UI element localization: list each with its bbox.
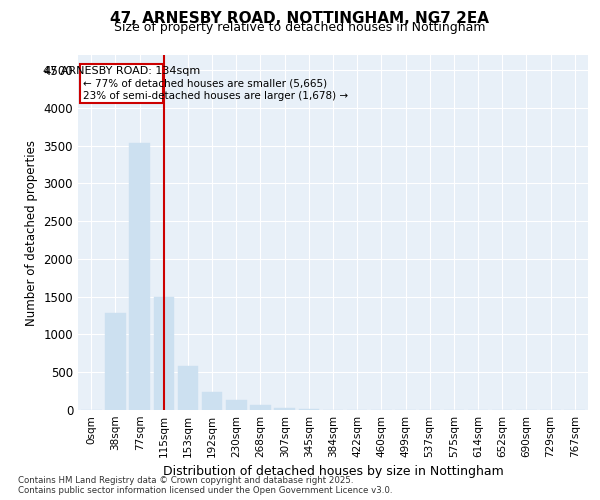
Bar <box>274 408 295 410</box>
Text: 47, ARNESBY ROAD, NOTTINGHAM, NG7 2EA: 47, ARNESBY ROAD, NOTTINGHAM, NG7 2EA <box>110 11 490 26</box>
Bar <box>130 144 150 410</box>
Bar <box>250 405 271 410</box>
Bar <box>202 392 223 410</box>
Bar <box>178 366 198 410</box>
Bar <box>226 400 247 410</box>
Bar <box>105 314 126 410</box>
Text: 47 ARNESBY ROAD: 134sqm: 47 ARNESBY ROAD: 134sqm <box>43 66 200 76</box>
Bar <box>154 298 174 410</box>
Text: Size of property relative to detached houses in Nottingham: Size of property relative to detached ho… <box>114 21 486 34</box>
Bar <box>80 64 163 104</box>
Y-axis label: Number of detached properties: Number of detached properties <box>25 140 38 326</box>
Text: Contains HM Land Registry data © Crown copyright and database right 2025.
Contai: Contains HM Land Registry data © Crown c… <box>18 476 392 495</box>
X-axis label: Distribution of detached houses by size in Nottingham: Distribution of detached houses by size … <box>163 466 503 478</box>
Text: 23% of semi-detached houses are larger (1,678) →: 23% of semi-detached houses are larger (… <box>83 92 348 102</box>
Text: ← 77% of detached houses are smaller (5,665): ← 77% of detached houses are smaller (5,… <box>83 78 327 88</box>
